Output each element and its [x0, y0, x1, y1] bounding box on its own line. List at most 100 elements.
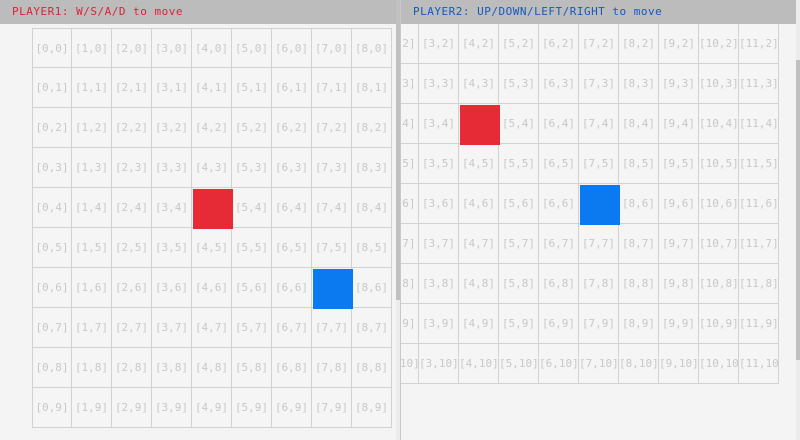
grid-cell[interactable]: [9,3] — [659, 64, 699, 104]
player-1-token[interactable] — [193, 189, 233, 229]
grid-cell[interactable]: [0,3] — [32, 148, 72, 188]
grid-cell[interactable]: [9,8] — [659, 264, 699, 304]
grid-cell[interactable]: [4,2] — [192, 108, 232, 148]
grid-cell[interactable]: [3,3] — [419, 64, 459, 104]
grid-cell[interactable]: [3,10] — [419, 344, 459, 384]
player2-scrollbar-thumb[interactable] — [796, 60, 800, 360]
player2-viewport[interactable]: [2,1][3,1][4,1][5,1][6,1][7,1][8,1][9,1]… — [401, 0, 800, 440]
grid-cell[interactable]: [6,9] — [539, 304, 579, 344]
grid-cell[interactable]: [6,9] — [272, 388, 312, 428]
grid-cell[interactable]: [4,5] — [192, 228, 232, 268]
grid-cell[interactable]: [4,0] — [192, 28, 232, 68]
grid-cell[interactable]: [6,2] — [272, 108, 312, 148]
grid-cell[interactable]: [4,3] — [192, 148, 232, 188]
grid-cell[interactable]: [4,7] — [192, 308, 232, 348]
grid-cell[interactable]: [7,7] — [579, 224, 619, 264]
player1-scrollbar-thumb[interactable] — [396, 0, 400, 300]
grid-cell[interactable]: [8,8] — [619, 264, 659, 304]
grid-cell[interactable]: [3,9] — [419, 304, 459, 344]
grid-cell[interactable]: [3,2] — [419, 24, 459, 64]
grid-cell[interactable]: [10,6] — [699, 184, 739, 224]
grid-cell[interactable]: [8,0] — [352, 28, 392, 68]
grid-cell[interactable]: [10,3] — [699, 64, 739, 104]
grid-cell[interactable]: [0,9] — [32, 388, 72, 428]
player1-pane[interactable]: [0,0] [1,0] [2,0] [3,0] [4,0] [5,0] [6,0] [7,0]… — [0, 0, 400, 440]
grid-cell[interactable]: [5,3] — [232, 148, 272, 188]
grid-cell[interactable]: [2,3] — [401, 64, 419, 104]
grid-cell[interactable]: [2,9] — [112, 388, 152, 428]
grid-cell[interactable]: [10,2] — [699, 24, 739, 64]
grid-cell[interactable]: [6,4] — [272, 188, 312, 228]
grid-cell[interactable]: [0,8] — [32, 348, 72, 388]
grid-cell[interactable]: [4,3] — [459, 64, 499, 104]
grid-cell[interactable]: [6,5] — [272, 228, 312, 268]
grid-cell[interactable]: [6,3] — [272, 148, 312, 188]
grid-cell[interactable]: [5,2] — [499, 24, 539, 64]
grid-cell[interactable]: [7,7] — [312, 308, 352, 348]
grid-cell[interactable]: [11,8] — [739, 264, 779, 304]
grid-cell[interactable]: [2,7] — [401, 224, 419, 264]
grid-cell[interactable]: [1,1] — [72, 68, 112, 108]
grid-cell[interactable]: [1,0] — [72, 28, 112, 68]
grid-cell[interactable]: [5,1] — [232, 68, 272, 108]
grid-cell[interactable]: [2,6] — [112, 268, 152, 308]
grid-cell[interactable]: [3,8] — [152, 348, 192, 388]
grid-cell[interactable]: [8,9] — [352, 388, 392, 428]
grid-cell[interactable]: [6,7] — [539, 224, 579, 264]
grid-cell[interactable]: [4,6] — [459, 184, 499, 224]
grid-cell[interactable]: [1,7] — [72, 308, 112, 348]
grid-cell[interactable]: [1,3] — [72, 148, 112, 188]
grid-cell[interactable]: [5,9] — [232, 388, 272, 428]
grid-cell[interactable]: [8,6] — [352, 268, 392, 308]
grid-cell[interactable]: [5,3] — [499, 64, 539, 104]
grid-cell[interactable]: [7,8] — [579, 264, 619, 304]
grid-cell[interactable]: [5,6] — [499, 184, 539, 224]
grid-cell[interactable]: [1,2] — [72, 108, 112, 148]
grid-cell[interactable]: [3,7] — [419, 224, 459, 264]
grid-cell[interactable]: [9,5] — [659, 144, 699, 184]
grid-cell[interactable]: [8,4] — [352, 188, 392, 228]
grid-cell[interactable]: [9,4] — [659, 104, 699, 144]
grid-cell[interactable]: [3,8] — [419, 264, 459, 304]
grid-cell[interactable]: [5,6] — [232, 268, 272, 308]
grid-cell[interactable]: [2,2] — [401, 24, 419, 64]
grid-cell[interactable]: [6,8] — [272, 348, 312, 388]
grid-cell[interactable]: [2,5] — [401, 144, 419, 184]
grid-cell[interactable]: [2,3] — [112, 148, 152, 188]
grid-cell[interactable]: [2,9] — [401, 304, 419, 344]
grid-cell[interactable]: [7,9] — [579, 304, 619, 344]
grid-cell[interactable]: [6,2] — [539, 24, 579, 64]
grid-cell[interactable]: [3,6] — [152, 268, 192, 308]
grid-cell[interactable]: [4,8] — [192, 348, 232, 388]
grid-cell[interactable]: [7,3] — [579, 64, 619, 104]
grid-cell[interactable]: [0,4] — [32, 188, 72, 228]
grid-cell[interactable]: [11,5] — [739, 144, 779, 184]
grid-cell[interactable]: [6,6] — [272, 268, 312, 308]
grid-cell[interactable]: [5,7] — [232, 308, 272, 348]
grid-cell[interactable]: [8,2] — [352, 108, 392, 148]
grid-cell[interactable]: [5,7] — [499, 224, 539, 264]
grid-cell[interactable]: [7,5] — [312, 228, 352, 268]
grid-cell[interactable]: [10,10] — [699, 344, 739, 384]
grid-cell[interactable]: [3,4] — [152, 188, 192, 228]
grid-cell[interactable]: [5,8] — [499, 264, 539, 304]
grid-cell[interactable]: [0,6] — [32, 268, 72, 308]
grid-cell[interactable]: [8,7] — [619, 224, 659, 264]
player2-vertical-scrollbar[interactable] — [796, 0, 800, 440]
grid-cell[interactable]: [6,6] — [539, 184, 579, 224]
grid-cell[interactable]: [4,2] — [459, 24, 499, 64]
grid-cell[interactable]: [8,4] — [619, 104, 659, 144]
grid-cell[interactable]: [11,2] — [739, 24, 779, 64]
grid-cell[interactable]: [1,6] — [72, 268, 112, 308]
grid-cell[interactable]: [7,1] — [312, 68, 352, 108]
grid-cell[interactable]: [5,5] — [499, 144, 539, 184]
grid-cell[interactable]: [1,8] — [72, 348, 112, 388]
grid-cell[interactable]: [6,7] — [272, 308, 312, 348]
grid-cell[interactable]: [6,4] — [539, 104, 579, 144]
grid-cell[interactable]: [0,2] — [32, 108, 72, 148]
grid-cell[interactable]: [6,0] — [272, 28, 312, 68]
grid-cell[interactable]: [11,10] — [739, 344, 779, 384]
grid-cell[interactable]: [9,6] — [659, 184, 699, 224]
grid-cell[interactable]: [9,10] — [659, 344, 699, 384]
grid-cell[interactable]: [7,10] — [579, 344, 619, 384]
